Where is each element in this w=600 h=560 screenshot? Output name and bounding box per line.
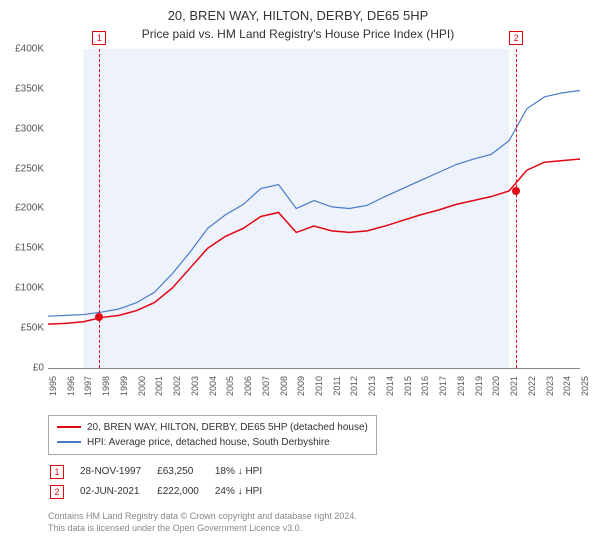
marker-date-2: 02-JUN-2021	[80, 483, 155, 501]
chart-area: £0£50K£100K£150K£200K£250K£300K£350K£400…	[8, 49, 588, 409]
chart-title: 20, BREN WAY, HILTON, DERBY, DE65 5HP	[8, 8, 588, 25]
x-tick-label: 2013	[367, 376, 377, 396]
marker-box-1: 1	[50, 465, 64, 479]
marker-flag-1: 1	[92, 31, 106, 45]
chart-container: 20, BREN WAY, HILTON, DERBY, DE65 5HP Pr…	[0, 0, 600, 560]
x-tick-label: 2023	[545, 376, 555, 396]
x-tick-label: 1998	[101, 376, 111, 396]
x-tick-label: 1997	[83, 376, 93, 396]
plot-area: £0£50K£100K£150K£200K£250K£300K£350K£400…	[48, 49, 580, 369]
legend-swatch-property	[57, 426, 81, 428]
series-line-property	[48, 159, 580, 324]
x-tick-label: 2011	[332, 376, 342, 395]
x-tick-label: 2009	[296, 376, 306, 396]
x-tick-label: 2015	[403, 376, 413, 396]
y-tick-label: £300K	[15, 123, 44, 134]
legend-label-hpi: HPI: Average price, detached house, Sout…	[87, 435, 330, 450]
y-tick-label: £400K	[15, 43, 44, 54]
marker-box-2: 2	[50, 485, 64, 499]
x-tick-label: 2010	[314, 376, 324, 396]
marker-delta-1: 18% ↓ HPI	[215, 463, 276, 481]
sale-point-1	[95, 313, 103, 321]
x-tick-label: 2002	[172, 376, 182, 396]
legend-swatch-hpi	[57, 441, 81, 443]
y-tick-label: £350K	[15, 83, 44, 94]
x-tick-label: 2001	[154, 376, 164, 396]
marker-row-1: 1 28-NOV-1997 £63,250 18% ↓ HPI	[50, 463, 276, 481]
marker-flag-2: 2	[509, 31, 523, 45]
x-tick-label: 2012	[349, 376, 359, 396]
y-tick-label: £250K	[15, 163, 44, 174]
x-tick-label: 2018	[456, 376, 466, 396]
x-tick-label: 2019	[474, 376, 484, 396]
x-tick-label: 2022	[527, 376, 537, 396]
x-tick-label: 2005	[225, 376, 235, 396]
footer: Contains HM Land Registry data © Crown c…	[48, 511, 588, 534]
footer-line-2: This data is licensed under the Open Gov…	[48, 523, 588, 535]
marker-line-2	[516, 49, 517, 368]
y-tick-label: £50K	[21, 323, 44, 334]
x-tick-label: 2016	[420, 376, 430, 396]
x-tick-label: 1996	[66, 376, 76, 396]
x-tick-label: 2025	[580, 376, 590, 396]
sale-point-2	[512, 187, 520, 195]
marker-date-1: 28-NOV-1997	[80, 463, 155, 481]
x-tick-label: 2003	[190, 376, 200, 396]
x-tick-label: 1999	[119, 376, 129, 396]
y-tick-label: £150K	[15, 243, 44, 254]
markers-table: 1 28-NOV-1997 £63,250 18% ↓ HPI 2 02-JUN…	[48, 461, 278, 503]
legend-label-property: 20, BREN WAY, HILTON, DERBY, DE65 5HP (d…	[87, 420, 368, 435]
y-tick-label: £200K	[15, 203, 44, 214]
marker-delta-2: 24% ↓ HPI	[215, 483, 276, 501]
x-tick-label: 2007	[261, 376, 271, 396]
x-tick-label: 2008	[279, 376, 289, 396]
x-tick-label: 1995	[48, 376, 58, 396]
x-tick-label: 2006	[243, 376, 253, 396]
marker-price-1: £63,250	[157, 463, 213, 481]
marker-price-2: £222,000	[157, 483, 213, 501]
x-tick-label: 2014	[385, 376, 395, 396]
footer-line-1: Contains HM Land Registry data © Crown c…	[48, 511, 588, 523]
y-tick-label: £0	[33, 362, 44, 373]
x-tick-label: 2024	[562, 376, 572, 396]
x-tick-label: 2020	[491, 376, 501, 396]
legend-row-property: 20, BREN WAY, HILTON, DERBY, DE65 5HP (d…	[57, 420, 368, 435]
legend-row-hpi: HPI: Average price, detached house, Sout…	[57, 435, 368, 450]
y-tick-label: £100K	[15, 283, 44, 294]
legend: 20, BREN WAY, HILTON, DERBY, DE65 5HP (d…	[48, 415, 377, 455]
x-tick-label: 2004	[208, 376, 218, 396]
x-tick-label: 2017	[438, 376, 448, 396]
chart-lines	[48, 49, 580, 368]
marker-row-2: 2 02-JUN-2021 £222,000 24% ↓ HPI	[50, 483, 276, 501]
x-tick-label: 2000	[137, 376, 147, 396]
series-line-hpi	[48, 90, 580, 316]
x-tick-label: 2021	[509, 376, 519, 396]
